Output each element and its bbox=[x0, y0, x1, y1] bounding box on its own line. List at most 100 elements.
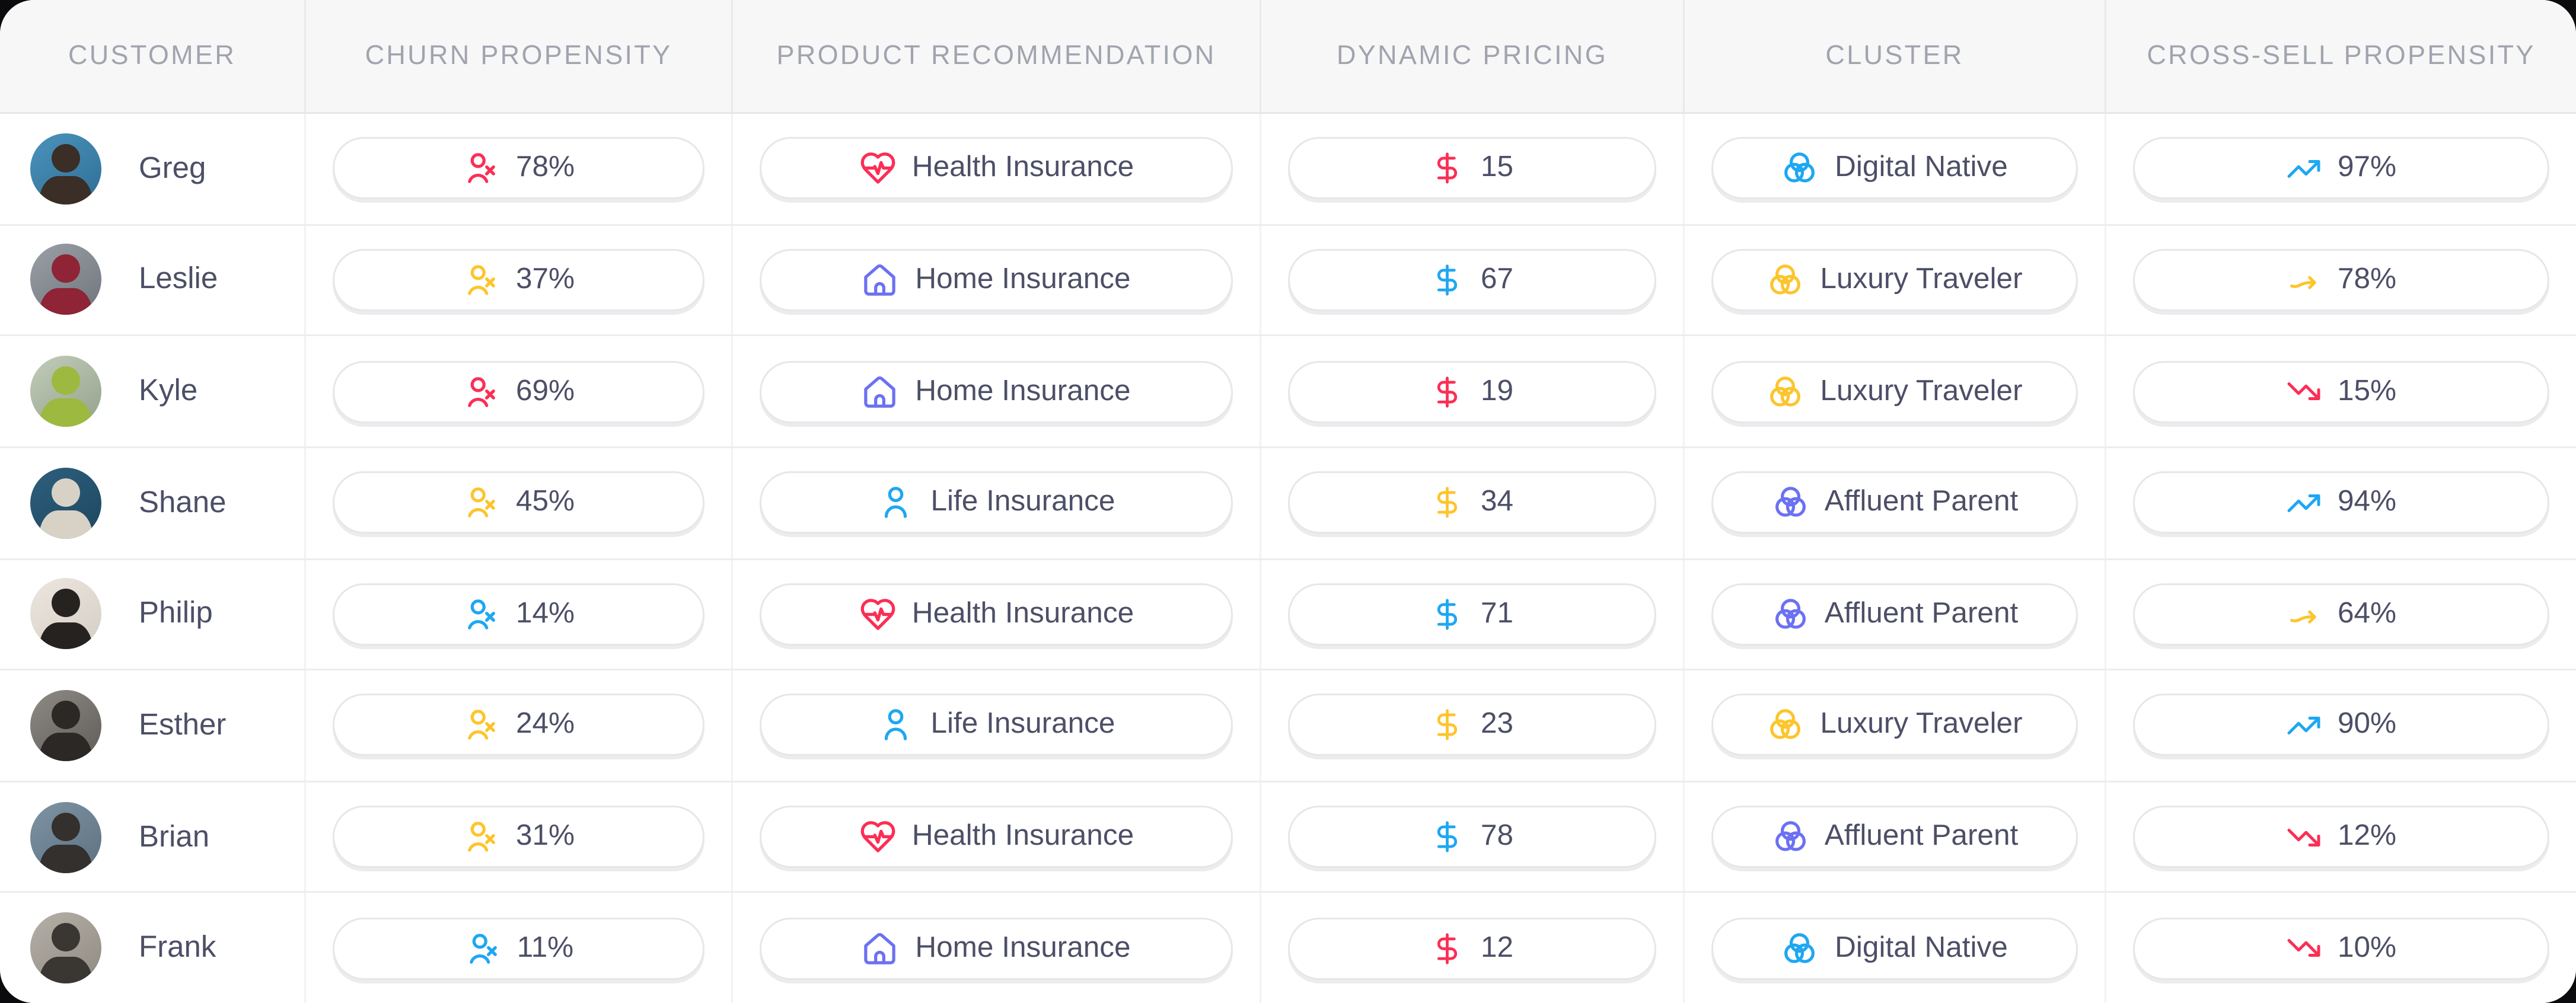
trending-up-icon bbox=[2286, 708, 2322, 743]
customer-cell: Brian bbox=[0, 782, 304, 892]
cluster-cell: Luxury Traveler bbox=[1683, 336, 2105, 446]
cross-sell-propensity-cell: 97% bbox=[2105, 114, 2576, 223]
avatar bbox=[30, 912, 101, 984]
customer-name: Greg bbox=[139, 151, 206, 185]
churn-propensity-cell: 31% bbox=[304, 782, 731, 892]
venn-diagram-icon bbox=[1771, 595, 1809, 633]
user-x-icon bbox=[463, 818, 500, 855]
customer-cell: Shane bbox=[0, 448, 304, 558]
table-row[interactable]: Brian 31% Health Insurance 78 Affluent P… bbox=[0, 782, 2576, 894]
cluster-cell: Luxury Traveler bbox=[1683, 670, 2105, 781]
churn-propensity-cell: 11% bbox=[304, 893, 731, 1003]
churn-propensity-cell: 37% bbox=[304, 225, 731, 335]
customer-name: Brian bbox=[139, 819, 210, 853]
churn-propensity-badge: 78% bbox=[333, 137, 704, 200]
table-row[interactable]: Frank 11% Home Insurance 12 Digital Nati… bbox=[0, 893, 2576, 1003]
avatar bbox=[30, 133, 101, 205]
cluster-label: Affluent Parent bbox=[1824, 820, 2019, 852]
customer-name: Kyle bbox=[139, 373, 198, 408]
churn-propensity-badge: 11% bbox=[333, 917, 704, 980]
cross-sell-propensity-badge: 15% bbox=[2133, 360, 2549, 423]
customer-cell: Philip bbox=[0, 560, 304, 669]
product-recommendation-cell: Health Insurance bbox=[731, 559, 1260, 669]
dynamic-pricing-cell: 34 bbox=[1260, 448, 1683, 558]
churn-propensity-badge: 45% bbox=[333, 471, 704, 534]
product-recommendation-cell: Health Insurance bbox=[731, 114, 1260, 223]
customer-name: Frank bbox=[139, 930, 216, 964]
dollar-icon bbox=[1431, 820, 1465, 854]
table-row[interactable]: Kyle 69% Home Insurance 19 Luxury Travel… bbox=[0, 336, 2576, 448]
house-icon bbox=[862, 929, 899, 967]
dynamic-pricing-value: 71 bbox=[1480, 597, 1514, 630]
table-row[interactable]: Esther 24% Life Insurance 23 Luxury Trav… bbox=[0, 670, 2576, 782]
column-header-cluster: CLUSTER bbox=[1683, 0, 2105, 112]
cluster-cell: Affluent Parent bbox=[1683, 782, 2105, 892]
customer-cell: Leslie bbox=[0, 225, 304, 335]
cross-sell-propensity-cell: 15% bbox=[2105, 336, 2576, 446]
dynamic-pricing-cell: 67 bbox=[1260, 225, 1683, 335]
cluster-badge: Digital Native bbox=[1711, 917, 2078, 980]
column-header-customer: CUSTOMER bbox=[68, 41, 237, 71]
venn-diagram-icon bbox=[1771, 818, 1809, 855]
arrow-right-icon bbox=[2286, 262, 2322, 298]
dynamic-pricing-value: 78 bbox=[1480, 820, 1514, 852]
cross-sell-propensity-badge: 64% bbox=[2133, 583, 2549, 646]
user-x-icon bbox=[464, 929, 501, 967]
dynamic-pricing-cell: 19 bbox=[1260, 336, 1683, 446]
heart-pulse-icon bbox=[859, 595, 896, 633]
cluster-cell: Digital Native bbox=[1683, 114, 2105, 223]
product-recommendation-cell: Life Insurance bbox=[731, 670, 1260, 781]
churn-propensity-value: 45% bbox=[515, 485, 575, 518]
trending-up-icon bbox=[2286, 151, 2322, 186]
dynamic-pricing-value: 67 bbox=[1480, 263, 1514, 295]
customer-name: Shane bbox=[139, 485, 227, 519]
cluster-label: Luxury Traveler bbox=[1820, 708, 2023, 741]
column-header-cross-sell-propensity: CROSS-SELL PROPENSITY bbox=[2105, 0, 2576, 112]
user-x-icon bbox=[463, 484, 500, 522]
cluster-cell: Affluent Parent bbox=[1683, 448, 2105, 558]
venn-diagram-icon bbox=[1767, 261, 1804, 299]
churn-propensity-value: 14% bbox=[515, 597, 575, 630]
churn-propensity-value: 24% bbox=[515, 708, 575, 741]
cross-sell-propensity-value: 78% bbox=[2337, 263, 2397, 295]
dynamic-pricing-badge: 19 bbox=[1288, 360, 1656, 423]
house-icon bbox=[862, 261, 899, 299]
dynamic-pricing-cell: 71 bbox=[1260, 559, 1683, 669]
churn-propensity-badge: 37% bbox=[333, 248, 704, 311]
dollar-icon bbox=[1431, 375, 1465, 408]
churn-propensity-badge: 69% bbox=[333, 360, 704, 423]
cross-sell-propensity-value: 12% bbox=[2337, 820, 2397, 852]
cluster-badge: Affluent Parent bbox=[1711, 471, 2078, 534]
cluster-label: Luxury Traveler bbox=[1820, 374, 2023, 407]
dynamic-pricing-badge: 12 bbox=[1288, 917, 1656, 980]
product-recommendation-label: Health Insurance bbox=[911, 597, 1134, 630]
churn-propensity-value: 37% bbox=[515, 263, 575, 295]
product-recommendation-label: Life Insurance bbox=[930, 485, 1115, 518]
dynamic-pricing-badge: 78 bbox=[1288, 806, 1656, 868]
cross-sell-propensity-cell: 12% bbox=[2105, 782, 2576, 892]
cross-sell-propensity-cell: 10% bbox=[2105, 893, 2576, 1003]
product-recommendation-badge: Home Insurance bbox=[760, 917, 1233, 980]
venn-diagram-icon bbox=[1781, 929, 1819, 967]
table-body: Greg 78% Health Insurance 15 Digital Nat… bbox=[0, 114, 2576, 1003]
dollar-icon bbox=[1431, 486, 1465, 520]
user-x-icon bbox=[463, 373, 500, 410]
table-row[interactable]: Philip 14% Health Insurance 71 Affluent … bbox=[0, 559, 2576, 671]
product-recommendation-label: Health Insurance bbox=[911, 820, 1134, 852]
dollar-icon bbox=[1431, 931, 1465, 965]
table-row[interactable]: Shane 45% Life Insurance 34 Affluent Par… bbox=[0, 448, 2576, 560]
product-recommendation-badge: Life Insurance bbox=[760, 694, 1233, 757]
cross-sell-propensity-badge: 10% bbox=[2133, 917, 2549, 980]
customer-name: Esther bbox=[139, 707, 227, 742]
trending-down-icon bbox=[2286, 373, 2322, 409]
table-row[interactable]: Leslie 37% Home Insurance 67 Luxury Trav… bbox=[0, 225, 2576, 337]
table-row[interactable]: Greg 78% Health Insurance 15 Digital Nat… bbox=[0, 114, 2576, 225]
cross-sell-propensity-badge: 90% bbox=[2133, 694, 2549, 757]
dynamic-pricing-badge: 15 bbox=[1288, 137, 1656, 200]
avatar bbox=[30, 578, 101, 650]
cluster-badge: Digital Native bbox=[1711, 137, 2078, 200]
dynamic-pricing-value: 34 bbox=[1480, 485, 1514, 518]
dollar-icon bbox=[1431, 597, 1465, 631]
arrow-right-icon bbox=[2286, 596, 2322, 632]
